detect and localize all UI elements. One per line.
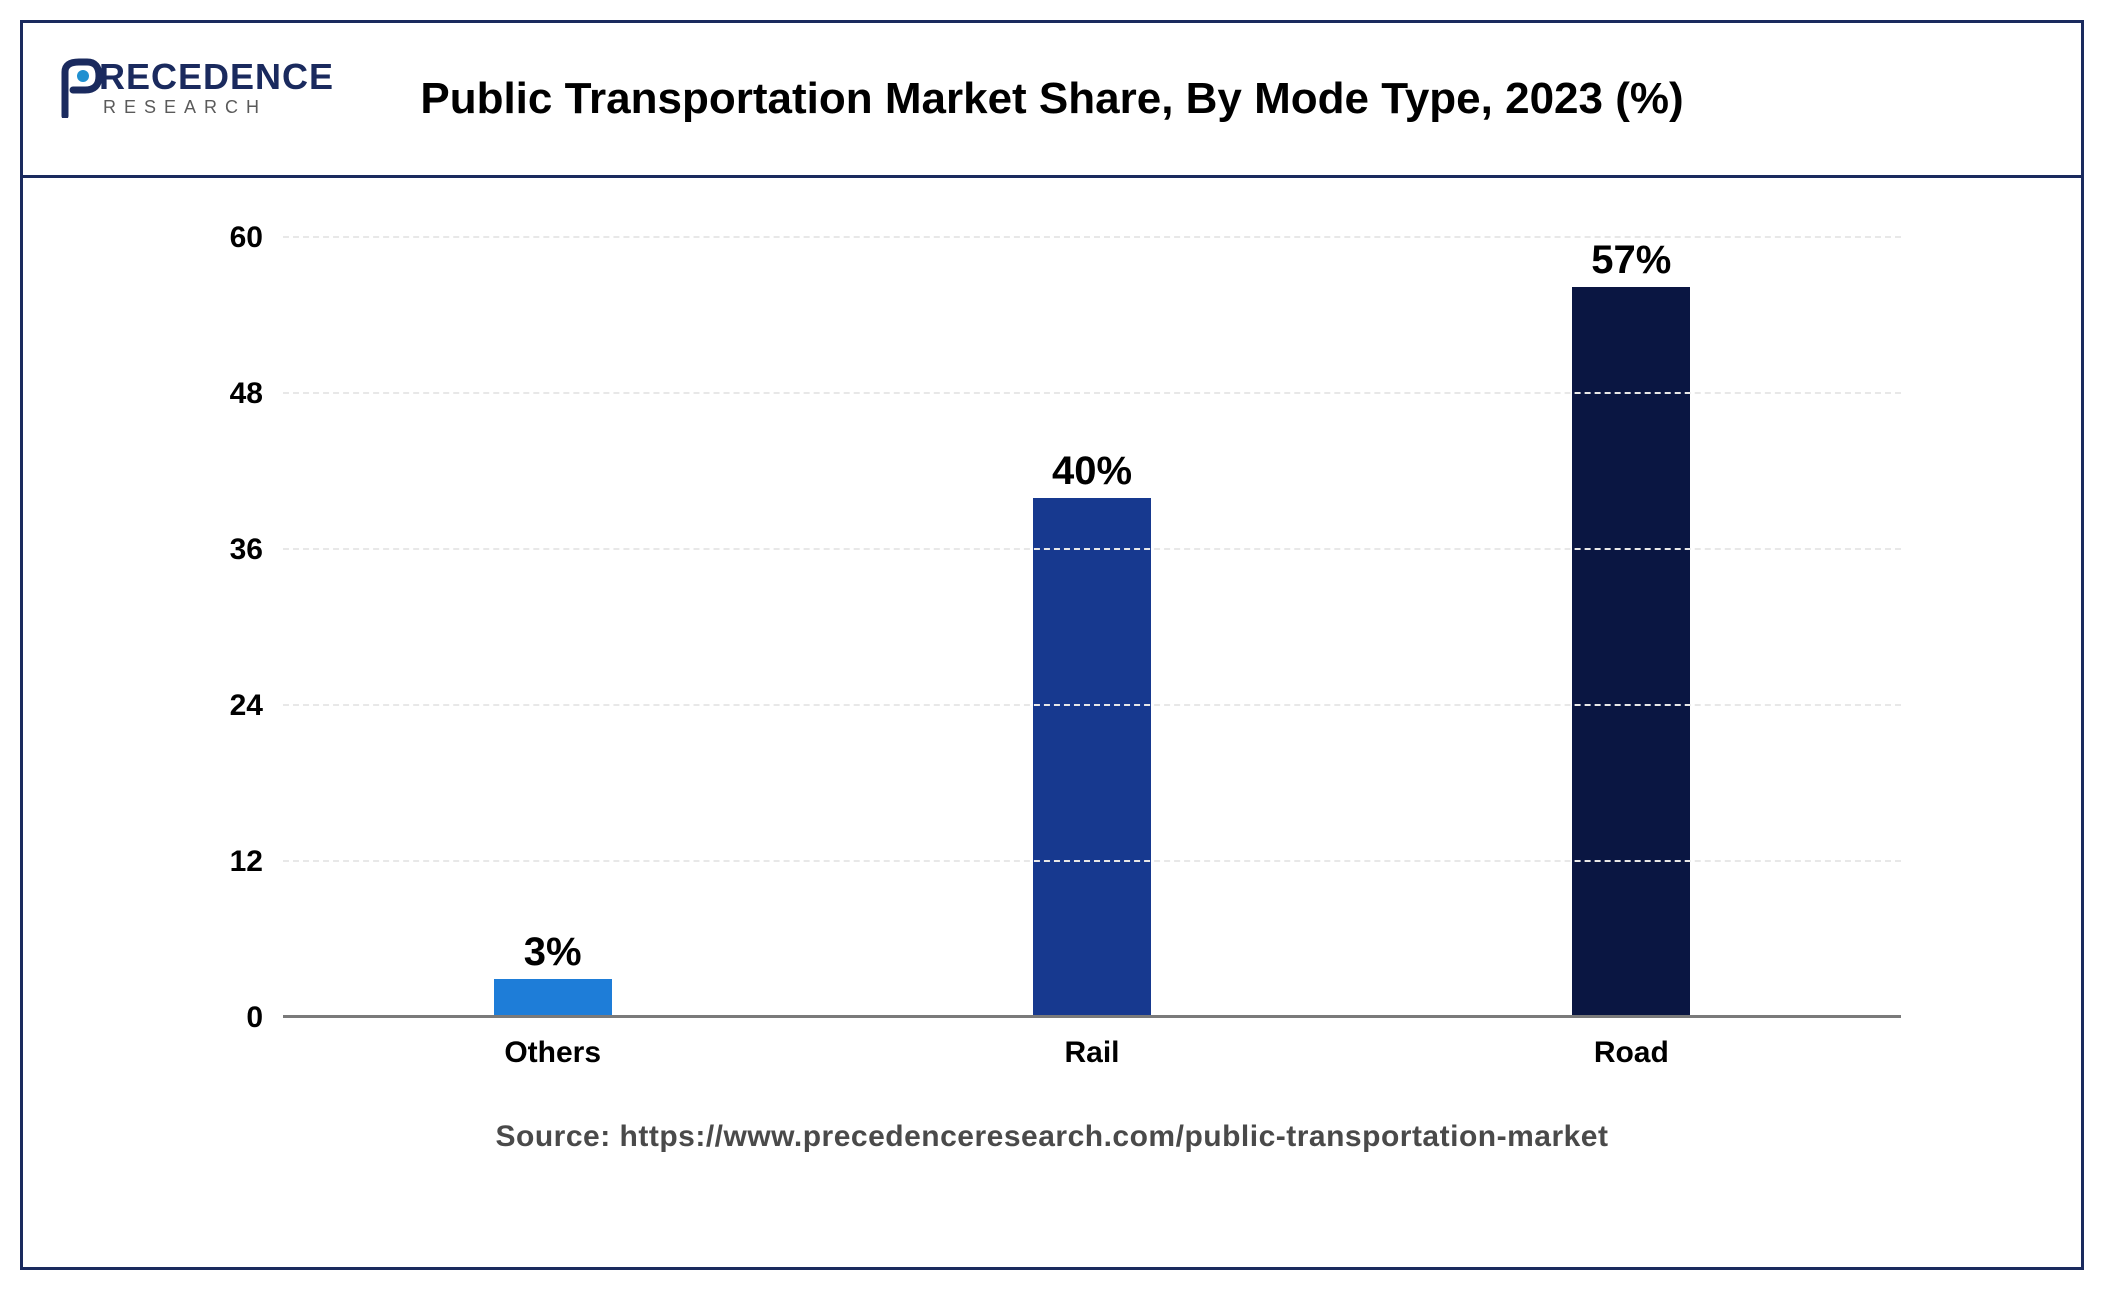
x-tick-label: Others [283,1036,822,1070]
bar-group: 40% [822,238,1361,1018]
y-tick-label: 48 [230,377,263,411]
bar-group: 3% [283,238,822,1018]
y-tick-label: 60 [230,221,263,255]
bar-value-label: 57% [1591,238,1671,283]
gridline [283,236,1901,238]
bar-group: 57% [1362,238,1901,1018]
x-axis-baseline [283,1015,1901,1018]
bar-value-label: 40% [1052,449,1132,494]
chart-frame: RECEDENCE RESEARCH Public Transportation… [20,20,2084,1270]
logo-main-text: RECEDENCE [99,59,334,95]
source-citation: Source: https://www.precedenceresearch.c… [143,1070,1961,1194]
bar-value-label: 3% [524,930,582,975]
x-axis-labels: OthersRailRoad [283,1036,1901,1070]
y-tick-label: 36 [230,533,263,567]
y-tick-label: 12 [230,845,263,879]
gridline [283,548,1901,550]
chart-area: 3% 40% 57% 0 12 24 36 48 60 OthersRailRoad Sour… [23,178,2081,1267]
plot-region: 3%40%57% 01224364860 [283,238,1901,1018]
gridline [283,704,1901,706]
logo-sub-text: RESEARCH [103,97,334,118]
header: RECEDENCE RESEARCH Public Transportation… [23,23,2081,178]
bar-rect [494,979,612,1018]
logo-text: RECEDENCE RESEARCH [99,59,334,118]
x-tick-label: Rail [822,1036,1361,1070]
gridline [283,860,1901,862]
y-tick-label: 0 [246,1001,263,1035]
bar-rect [1033,498,1151,1018]
logo: RECEDENCE RESEARCH [53,58,334,118]
gridline [283,392,1901,394]
logo-p-icon [53,58,103,118]
bars-container: 3% 40% 57% [283,238,1901,1018]
x-tick-label: Road [1362,1036,1901,1070]
y-tick-label: 24 [230,689,263,723]
bar-rect [1572,287,1690,1018]
